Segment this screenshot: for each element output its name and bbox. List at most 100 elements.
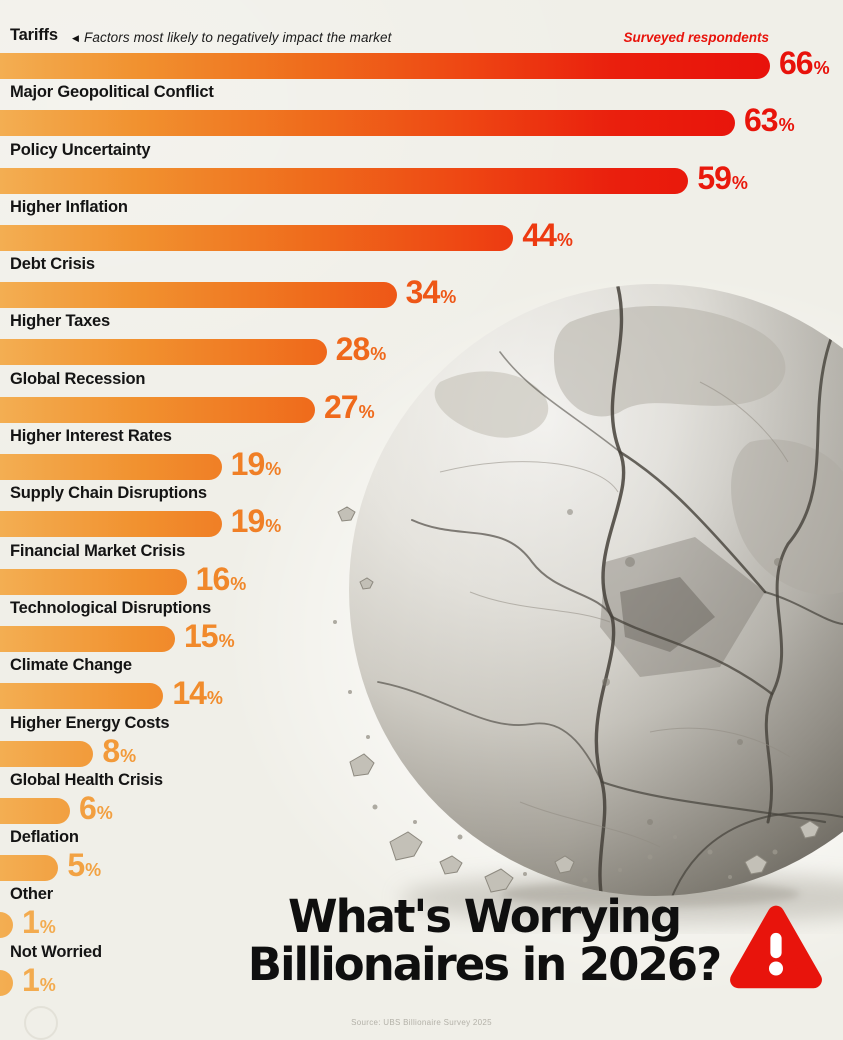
value-label: 66% bbox=[779, 47, 830, 82]
value-label: 1% bbox=[22, 906, 56, 941]
value-label: 15% bbox=[184, 620, 235, 655]
category-label: Global Health Crisis bbox=[10, 770, 163, 789]
source-note: Source: UBS Billionaire Survey 2025 bbox=[351, 1018, 492, 1027]
bar-row: Major Geopolitical Conflict 63% bbox=[0, 82, 843, 139]
bar-line: 6% bbox=[0, 792, 843, 827]
bar-line: 27% bbox=[0, 391, 843, 426]
bar-row: Supply Chain Disruptions 19% bbox=[0, 483, 843, 540]
value-number: 44 bbox=[522, 216, 557, 253]
value-number: 5 bbox=[67, 847, 85, 884]
value-label: 27% bbox=[324, 391, 375, 426]
bar-line: 5% bbox=[0, 849, 843, 884]
left-arrow-icon: ◀ bbox=[72, 33, 80, 43]
value-number: 1 bbox=[22, 904, 40, 941]
bar bbox=[0, 282, 397, 309]
category-label: Higher Energy Costs bbox=[10, 713, 170, 732]
bar-row: Higher Interest Rates 19% bbox=[0, 426, 843, 483]
bar-row: Policy Uncertainty 59% bbox=[0, 140, 843, 197]
value-label: 63% bbox=[744, 104, 795, 139]
bar-row: Other 1% bbox=[0, 884, 843, 941]
bar-line: 14% bbox=[0, 677, 843, 712]
value-number: 1 bbox=[22, 961, 40, 998]
bar-line: 16% bbox=[0, 560, 843, 597]
value-number: 19 bbox=[230, 446, 266, 483]
value-number: 63 bbox=[744, 102, 779, 139]
bar bbox=[0, 110, 735, 137]
title-line-1: What's Worrying bbox=[287, 890, 682, 943]
percent-sign: % bbox=[96, 802, 113, 823]
percent-sign: % bbox=[120, 745, 137, 766]
bar-line: 44% bbox=[0, 219, 843, 254]
warning-triangle-icon bbox=[729, 901, 823, 991]
bar bbox=[0, 625, 175, 652]
value-number: 8 bbox=[102, 732, 120, 769]
category-label: Other bbox=[10, 885, 54, 904]
bar-chart: Tariffs 66% Major Geopolitical Conflict … bbox=[0, 25, 843, 999]
category-label: Higher Inflation bbox=[10, 197, 128, 216]
value-number: 34 bbox=[405, 274, 441, 311]
value-label: 19% bbox=[231, 448, 282, 483]
bar-line: 66% bbox=[0, 47, 843, 82]
percent-sign: % bbox=[778, 115, 795, 136]
value-label: 59% bbox=[697, 162, 748, 197]
bar bbox=[0, 454, 222, 481]
value-label: 14% bbox=[172, 677, 223, 712]
value-number: 16 bbox=[195, 560, 231, 597]
category-label: Not Worried bbox=[10, 942, 102, 961]
value-label: 44% bbox=[522, 219, 573, 254]
bar-row: Deflation 5% bbox=[0, 827, 843, 884]
legend-surveyed-respondents: Surveyed respondents bbox=[623, 30, 769, 45]
bar-row: Higher Inflation 44% bbox=[0, 197, 843, 254]
bar-line: 19% bbox=[0, 505, 843, 540]
bar-line: 63% bbox=[0, 104, 843, 139]
category-label: Debt Crisis bbox=[10, 255, 95, 274]
bar bbox=[0, 511, 222, 538]
percent-sign: % bbox=[440, 287, 457, 308]
infographic-title: What's Worrying Billionaires in 2026? bbox=[238, 890, 730, 992]
category-label: Supply Chain Disruptions bbox=[10, 484, 207, 503]
value-number: 59 bbox=[697, 159, 732, 196]
percent-sign: % bbox=[39, 917, 56, 938]
chart-subtitle-text: Factors most likely to negatively impact… bbox=[84, 30, 392, 45]
value-number: 28 bbox=[335, 331, 371, 368]
bar-row: Tariffs 66% bbox=[0, 25, 843, 82]
percent-sign: % bbox=[731, 172, 748, 193]
bar-line: 8% bbox=[0, 732, 843, 769]
value-label: 34% bbox=[406, 276, 457, 311]
title-line-2: Billionaires in 2026? bbox=[247, 938, 722, 992]
percent-sign: % bbox=[265, 516, 282, 537]
bar bbox=[0, 568, 187, 595]
value-label: 19% bbox=[231, 505, 282, 540]
bar bbox=[0, 396, 315, 423]
bar-row: Higher Energy Costs 8% bbox=[0, 713, 843, 770]
bar-line: 34% bbox=[0, 276, 843, 311]
value-number: 27 bbox=[324, 388, 359, 425]
publisher-logo bbox=[24, 1006, 58, 1040]
value-number: 15 bbox=[184, 617, 219, 654]
bar-row: Climate Change 14% bbox=[0, 655, 843, 712]
value-label: 5% bbox=[67, 849, 102, 884]
value-label: 1% bbox=[22, 964, 56, 999]
value-number: 19 bbox=[230, 503, 266, 540]
bar-row: Global Recession 27% bbox=[0, 369, 843, 426]
bar bbox=[0, 797, 70, 824]
percent-sign: % bbox=[218, 630, 235, 651]
value-label: 6% bbox=[79, 792, 113, 827]
bar-line: 15% bbox=[0, 620, 843, 655]
chart-subtitle: ◀ Factors most likely to negatively impac… bbox=[72, 30, 392, 45]
category-label: Tariffs bbox=[10, 26, 58, 44]
percent-sign: % bbox=[358, 401, 375, 422]
bar-row: Global Health Crisis 6% bbox=[0, 770, 843, 827]
bar bbox=[0, 855, 59, 882]
percent-sign: % bbox=[206, 688, 223, 709]
bar bbox=[0, 167, 689, 194]
percent-sign: % bbox=[85, 860, 102, 881]
category-label: Major Geopolitical Conflict bbox=[10, 83, 214, 102]
category-label: Technological Disruptions bbox=[10, 598, 211, 617]
percent-sign: % bbox=[813, 58, 830, 78]
bar-line: 19% bbox=[0, 448, 843, 483]
bar-line: 28% bbox=[0, 331, 843, 368]
value-number: 66 bbox=[779, 45, 814, 81]
bar bbox=[0, 969, 13, 996]
bar bbox=[0, 912, 13, 939]
